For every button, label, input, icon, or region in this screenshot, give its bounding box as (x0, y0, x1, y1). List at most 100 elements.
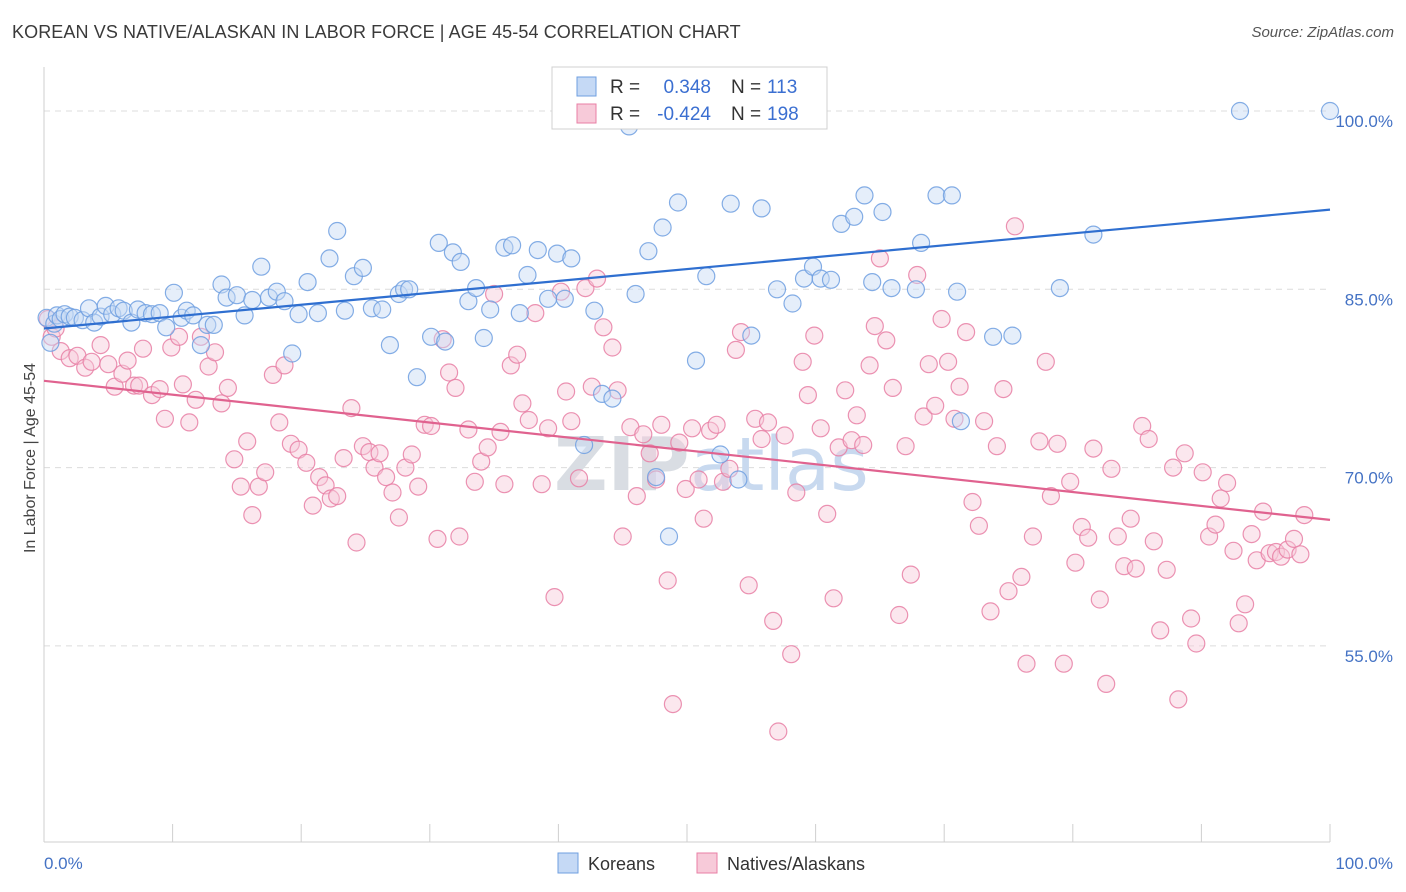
native-point (422, 416, 441, 436)
x-tick-label: 100.0% (1335, 854, 1393, 873)
native-point (999, 582, 1018, 601)
korean-point (855, 186, 874, 205)
korean-point (164, 283, 183, 302)
native-point (670, 433, 689, 452)
korean-point (603, 389, 622, 408)
native-point (118, 351, 137, 370)
korean-point (198, 315, 217, 334)
legend-r-value: 0.348 (663, 77, 711, 98)
native-point (1211, 489, 1230, 508)
native-point (569, 469, 589, 488)
korean-point (502, 236, 522, 255)
native-point (1023, 527, 1043, 546)
native-point (478, 438, 497, 457)
native-point (950, 377, 969, 396)
native-point (860, 356, 879, 375)
native-point (1206, 515, 1225, 534)
native-point (1090, 590, 1109, 609)
korean-point (585, 301, 604, 320)
native-point (640, 444, 659, 463)
native-point (538, 419, 558, 438)
legend-box (551, 66, 828, 130)
native-trend-line (43, 379, 1331, 521)
native-point (1005, 217, 1025, 236)
native-point (956, 323, 976, 342)
korean-point (429, 233, 448, 252)
native-point (270, 413, 289, 432)
y-tick-label: 55.0% (1345, 647, 1393, 666)
native-point (173, 375, 192, 394)
korean-point (353, 258, 372, 277)
native-point (508, 345, 527, 364)
korean-point (227, 286, 246, 305)
korean-point (283, 344, 302, 363)
korean-point (528, 241, 547, 260)
korean-point (308, 304, 327, 323)
native-point (465, 472, 484, 491)
korean-point (422, 327, 441, 346)
korean-point (407, 368, 426, 387)
y-tick-label: 70.0% (1345, 469, 1393, 488)
axes (43, 67, 1331, 843)
native-point (1175, 444, 1194, 463)
native-point (440, 363, 459, 382)
legend-r-value: -0.424 (657, 104, 711, 125)
native-point (297, 453, 316, 472)
native-point (342, 399, 361, 418)
native-point (218, 378, 237, 397)
korean-point (927, 186, 946, 205)
y-axis-label: In Labor Force | Age 45-54 (22, 363, 39, 553)
korean-point (882, 279, 901, 298)
native-point (842, 431, 861, 450)
series-legend-label: Koreans (588, 854, 655, 874)
native-point (987, 437, 1007, 456)
native-point (676, 479, 695, 499)
native-point (1291, 545, 1310, 564)
native-point (495, 475, 514, 494)
native-point (370, 444, 389, 463)
korean-point (592, 384, 612, 403)
source-credit: Source: ZipAtlas.com (1251, 24, 1394, 41)
korean-point (686, 351, 706, 370)
native-point (731, 323, 751, 342)
native-point (225, 450, 244, 469)
legend-r-label: R = (610, 77, 640, 98)
native-point (1126, 559, 1145, 578)
native-point (377, 468, 396, 487)
korean-point (328, 221, 347, 241)
native-point (1102, 459, 1121, 478)
native-point (545, 587, 564, 607)
native-point (99, 355, 118, 374)
native-point (739, 576, 758, 595)
korean-point (157, 318, 176, 337)
watermark-zip: ZIP (554, 422, 689, 508)
native-point (133, 339, 153, 358)
korean-point (767, 280, 787, 299)
native-point (1054, 654, 1073, 673)
native-point (1144, 532, 1163, 551)
korean-point (873, 202, 892, 222)
y-tick-label: 85.0% (1345, 290, 1393, 309)
native-point (694, 509, 713, 528)
korean-point (983, 327, 1003, 346)
native-point (1108, 527, 1127, 546)
korean-point (252, 257, 271, 276)
native-point (446, 378, 465, 397)
x-tick-labels: 0.0% 100.0% (44, 854, 1393, 873)
native-point (1163, 458, 1183, 477)
native-point (1193, 463, 1212, 482)
korean-point (555, 289, 574, 308)
native-point (328, 487, 347, 506)
native-point (896, 437, 915, 456)
native-point (450, 527, 469, 546)
korean-point (653, 218, 672, 237)
native-point (769, 722, 788, 741)
native-point (818, 504, 837, 524)
native-point (883, 378, 902, 397)
korean-point (518, 265, 537, 285)
korean-point (1003, 326, 1022, 345)
native-point (243, 505, 262, 525)
korean-point (547, 244, 567, 263)
korean-point (474, 328, 493, 348)
korean-point (906, 280, 926, 299)
